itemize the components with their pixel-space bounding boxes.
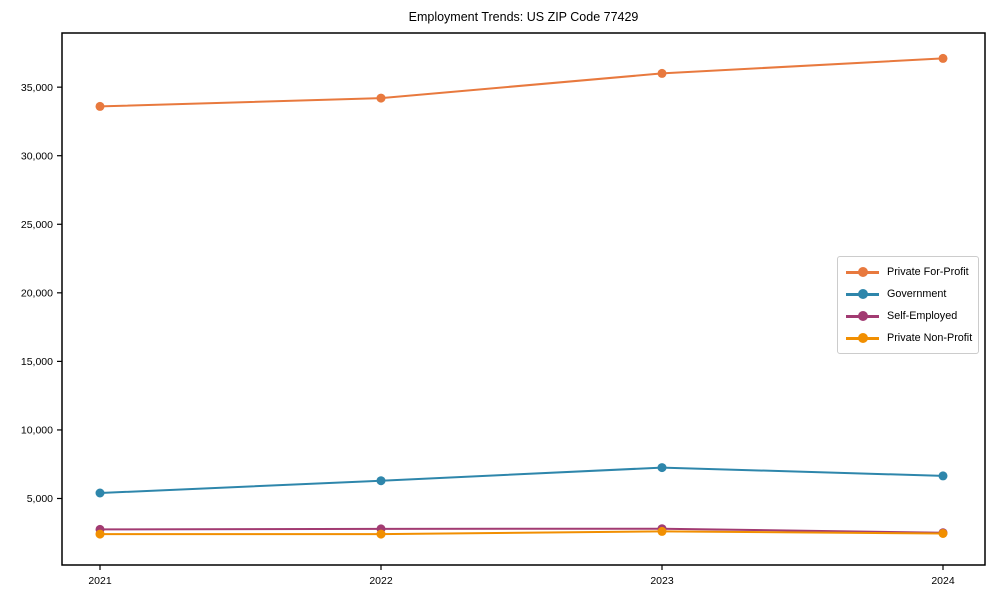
legend-item: Private For-Profit <box>846 261 970 283</box>
data-point-0-2023 <box>657 68 667 78</box>
data-point-3-2022 <box>376 529 386 539</box>
legend-item: Government <box>846 283 970 305</box>
series-line-1 <box>99 466 944 494</box>
plot-border <box>61 32 986 566</box>
legend-label: Government <box>887 288 947 300</box>
legend-line-marker-icon <box>846 267 879 277</box>
legend: Private For-Profit Government Self-Employe… <box>837 256 979 354</box>
legend-label: Private For-Profit <box>887 266 969 278</box>
y-tick-label: 30,000 <box>21 150 53 162</box>
y-tick-label: 20,000 <box>21 287 53 299</box>
legend-line-marker-icon <box>846 333 879 343</box>
x-tick-label: 2023 <box>650 575 674 587</box>
legend-dot-icon <box>857 289 868 299</box>
x-tick-label: 2021 <box>88 575 112 587</box>
legend-line-marker-icon <box>846 311 879 321</box>
y-tick-label: 25,000 <box>21 219 53 231</box>
data-point-3-2024 <box>938 529 948 538</box>
y-tick-label: 5,000 <box>27 493 53 505</box>
legend-label: Private Non-Profit <box>887 332 973 344</box>
legend-dot-icon <box>857 333 868 343</box>
data-point-3-2023 <box>657 526 667 536</box>
series-line-2 <box>99 527 944 534</box>
series-line-3 <box>100 530 944 536</box>
y-tick-label: 35,000 <box>21 82 53 94</box>
chart-title: Employment Trends: US ZIP Code 77429 <box>408 10 639 24</box>
y-tick-label: 15,000 <box>21 356 53 368</box>
y-tick-label: 10,000 <box>21 425 53 437</box>
legend-item: Self-Employed <box>846 305 970 327</box>
legend-dot-icon <box>857 311 868 321</box>
x-tick-label: 2024 <box>931 575 955 587</box>
x-tick-label: 2022 <box>369 575 393 587</box>
legend-label: Self-Employed <box>887 310 958 322</box>
data-point-1-2023 <box>657 463 667 473</box>
data-point-1-2022 <box>376 476 386 486</box>
series-line-0 <box>99 57 944 108</box>
legend-item: Private Non-Profit <box>846 327 973 349</box>
data-point-1-2021 <box>95 488 105 498</box>
data-point-0-2024 <box>938 53 948 63</box>
legend-dot-icon <box>857 267 868 277</box>
data-point-3-2021 <box>95 529 105 539</box>
data-point-1-2024 <box>938 471 948 481</box>
data-point-0-2021 <box>95 101 105 111</box>
legend-line-marker-icon <box>846 289 879 299</box>
data-point-0-2022 <box>376 93 386 103</box>
